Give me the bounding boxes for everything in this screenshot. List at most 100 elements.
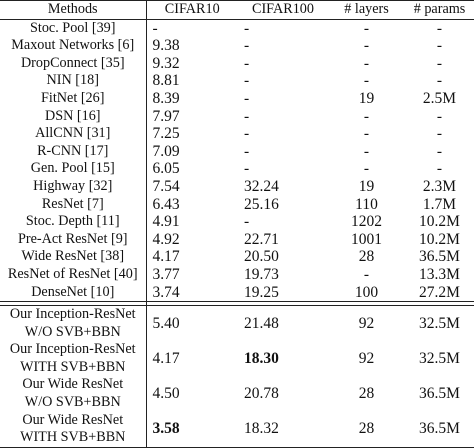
section-divider	[0, 301, 474, 307]
method-cell: ResNet [7]	[41, 195, 104, 212]
layers-cell: -	[363, 107, 370, 125]
table-row: Our Wide ResNet WITH SVB+BBN 3.58 18.32 28 36…	[0, 411, 474, 448]
cifar100-cell: 22.71	[244, 230, 279, 248]
params-cell: -	[436, 125, 443, 143]
divider-cell	[405, 301, 474, 307]
method-cell: ResNet of ResNet [40]	[7, 265, 138, 282]
table-row: Our Inception-ResNet WITH SVB+BBN 4.17 18.3…	[0, 341, 474, 377]
header-methods: Methods	[0, 0, 146, 20]
divider-cell	[328, 301, 405, 307]
layers-cell: -	[363, 19, 370, 37]
cifar100-cell: -	[244, 19, 250, 37]
method-cell: Gen. Pool [15]	[30, 160, 115, 177]
table-row: Stoc. Depth [11] 4.91- 1202 10.2M	[0, 213, 474, 231]
layers-cell: 28	[358, 385, 375, 403]
header-layers: # layers	[328, 0, 405, 20]
cifar100-cell: -	[244, 72, 250, 90]
cifar100-cell: 32.24	[244, 177, 279, 195]
table-row: ResNet of ResNet [40] 3.77 19.73 - 13.3M	[0, 265, 474, 284]
cifar100-cell: -	[244, 107, 250, 125]
method-cell: Maxout Networks [6]	[11, 37, 135, 54]
params-cell: 27.2M	[405, 283, 474, 303]
cifar100-cell: 20.78	[244, 385, 279, 403]
cifar100-cell: -	[244, 213, 250, 231]
layers-cell: -	[363, 54, 370, 72]
cifar10-cell: 7.09	[145, 142, 238, 161]
cifar10-cell: 4.17	[145, 341, 238, 377]
params-cell: 32.5M	[419, 350, 460, 368]
cifar10-cell: -	[145, 19, 238, 38]
layers-cell: 110	[355, 195, 378, 213]
params-cell: 32.5M	[419, 314, 460, 332]
table-row: Wide ResNet [38] 4.17 20.50 28 36.5M	[0, 248, 474, 266]
params-cell: -	[436, 54, 443, 72]
table-row: Our Wide ResNet W/O SVB+BBN 4.50 20.78 28 36.…	[0, 376, 474, 412]
method-cell: Stoc. Pool [39]	[29, 19, 116, 36]
layers-cell: -	[363, 265, 370, 283]
method-cell: Pre-Act ResNet [9]	[17, 230, 128, 247]
method-name-line2: WITH SVB+BBN	[20, 358, 126, 375]
table-row: DropConnect [35] 9.32- - -	[0, 54, 474, 73]
params-cell: -	[436, 107, 443, 125]
our-method-rows: Our Inception-ResNet W/O SVB+BBN 5.40 21.48…	[0, 301, 474, 448]
method-cell: Highway [32]	[33, 177, 113, 194]
params-cell: 1.7M	[422, 195, 457, 213]
cifar100-cell: -	[244, 125, 250, 143]
cifar10-cell: 3.74	[145, 283, 238, 303]
method-name-line1: Our Inception-ResNet	[9, 341, 136, 358]
layers-cell: 1202	[351, 213, 382, 231]
method-name-line2: W/O SVB+BBN	[24, 394, 121, 411]
params-cell: 10.2M	[419, 213, 460, 231]
cifar100-cell: -	[244, 142, 250, 160]
method-cell: Stoc. Depth [11]	[25, 213, 120, 230]
params-cell: 2.5M	[422, 89, 457, 107]
layers-cell: 28	[328, 411, 405, 448]
method-cell: NIN [18]	[46, 72, 99, 89]
cifar100-cell: 19.25	[238, 283, 328, 303]
cifar10-cell: 4.92	[145, 230, 238, 249]
cifar10-cell: 4.17	[145, 248, 238, 266]
cifar10-cell: 7.54	[145, 177, 238, 196]
table-row: Maxout Networks [6] 9.38- - -	[0, 37, 474, 55]
table-row: AllCNN [31] 7.25- - -	[0, 125, 474, 143]
cifar100-cell: 20.50	[244, 248, 279, 266]
cifar10-cell: 3.58	[145, 411, 238, 448]
table-row: Pre-Act ResNet [9] 4.92 22.71 1001 10.2M	[0, 230, 474, 249]
method-name-line2: WITH SVB+BBN	[20, 429, 126, 446]
method-cell: DSN [16]	[44, 107, 101, 124]
layers-cell: 100	[328, 283, 405, 303]
method-cell: Our Wide ResNet WITH SVB+BBN	[0, 411, 146, 448]
table-row: Gen. Pool [15] 6.05- - -	[0, 160, 474, 178]
params-cell: 36.5M	[405, 411, 474, 448]
params-cell: 2.3M	[422, 177, 457, 195]
method-cell: Our Inception-ResNet WITH SVB+BBN	[0, 341, 146, 376]
baseline-rows: Stoc. Pool [39] - - - - Maxout Networks [6] 9.…	[0, 19, 474, 303]
layers-cell: -	[363, 72, 370, 90]
layers-cell: 28	[358, 248, 375, 266]
cifar10-cell: 5.40	[145, 305, 238, 342]
method-cell: FitNet [26]	[41, 89, 105, 106]
table-row: NIN [18] 8.81- - -	[0, 72, 474, 90]
cifar100-cell: -	[244, 54, 250, 72]
params-cell: -	[436, 160, 443, 178]
cifar100-cell: -	[244, 160, 250, 178]
table-row: Stoc. Pool [39] - - - -	[0, 19, 474, 38]
cifar10-cell: 7.25	[145, 125, 238, 143]
params-cell: -	[436, 19, 443, 37]
cifar10-cell: 4.50	[145, 376, 238, 412]
header-cifar100: CIFAR100	[238, 0, 328, 20]
cifar100-cell: 21.48	[244, 314, 279, 332]
header-params: # params	[405, 0, 474, 20]
layers-cell: 92	[358, 314, 375, 332]
table-row: Highway [32] 7.54 32.24 19 2.3M	[0, 177, 474, 196]
cifar10-cell: 8.39	[145, 89, 238, 108]
layers-cell: -	[363, 160, 370, 178]
cifar10-cell: 6.43	[145, 195, 238, 214]
layers-cell: 92	[358, 350, 375, 368]
cifar100-cell: 18.32	[238, 411, 328, 448]
cifar100-cell: 25.16	[244, 195, 279, 213]
cifar100-cell: 19.73	[244, 265, 279, 283]
table-row: FitNet [26] 8.39- 19 2.5M	[0, 89, 474, 108]
layers-cell: 19	[358, 89, 375, 107]
